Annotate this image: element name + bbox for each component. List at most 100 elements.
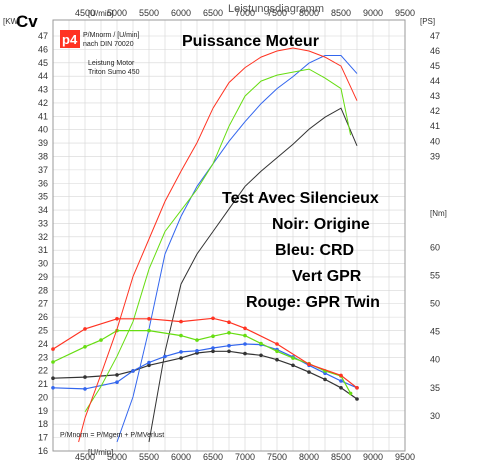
torque-point xyxy=(227,343,231,348)
x-tick-bottom: 7500 xyxy=(267,452,287,462)
annotation-2: Noir: Origine xyxy=(272,216,370,233)
x-tick-bottom: 6500 xyxy=(203,452,223,462)
torque-point xyxy=(179,333,183,338)
torque-point xyxy=(348,391,353,396)
y-tick-left: 42 xyxy=(38,98,48,108)
axis-labels: 4500 5000 5500 6000 6500 7000 7500 8000 8500 9000… xyxy=(38,8,440,462)
y-tick-ps: 45 xyxy=(430,61,440,71)
torque-point xyxy=(227,320,231,325)
y-tick-left: 33 xyxy=(38,218,48,228)
y-tick-ps: 42 xyxy=(430,106,440,116)
torque-point xyxy=(243,333,247,338)
x-tick-bottom: 5500 xyxy=(139,452,159,462)
x-tick-top: 5500 xyxy=(139,8,159,18)
torque-point xyxy=(115,380,119,385)
torque-point xyxy=(211,316,215,321)
torque-point xyxy=(83,327,87,331)
torque-point xyxy=(339,386,343,390)
y-tick-left: 24 xyxy=(38,339,48,349)
torque-point xyxy=(147,360,151,365)
torque-point xyxy=(115,373,119,377)
logo-text: p4 xyxy=(62,32,78,47)
torque-point xyxy=(355,386,359,390)
torque-point xyxy=(243,342,247,346)
x-tick-bottom: 9500 xyxy=(395,452,415,462)
subtitle-line1: Leistung Motor xyxy=(88,60,135,67)
x-tick-bottom: 5000 xyxy=(107,452,127,462)
y-tick-left: 26 xyxy=(38,312,48,322)
y-tick-left: 20 xyxy=(38,392,48,402)
torque-point xyxy=(163,354,167,359)
torque-point xyxy=(339,379,343,383)
y-tick-left: 34 xyxy=(38,205,48,215)
y-tick-left: 46 xyxy=(38,44,48,54)
torque-point xyxy=(179,350,183,354)
torque-point xyxy=(227,331,231,335)
torque-point xyxy=(243,351,247,356)
torque-point xyxy=(339,373,343,378)
annotation-1: Test Avec Silencieux xyxy=(222,190,379,207)
torque-point xyxy=(323,377,327,382)
torque-point xyxy=(211,346,215,350)
y-tick-left: 45 xyxy=(38,58,48,68)
torque-point xyxy=(259,353,263,358)
y-tick-left: 25 xyxy=(38,326,48,336)
x-tick-bottom: 8500 xyxy=(331,452,351,462)
y-tick-left: 43 xyxy=(38,85,48,95)
overlay-title: Puissance Moteur xyxy=(182,33,319,50)
y-tick-nm: 45 xyxy=(430,327,440,337)
legend-line1: P/Mnorm / [U/min] xyxy=(83,32,139,39)
y-tick-ps: 44 xyxy=(430,76,440,86)
y-tick-nm: 30 xyxy=(430,411,440,421)
x-tick-top: 5000 xyxy=(107,8,127,18)
y-tick-left: 18 xyxy=(38,419,48,429)
y-tick-left: 28 xyxy=(38,285,48,295)
y-tick-left: 27 xyxy=(38,299,48,309)
torque-point xyxy=(211,349,215,354)
torque-point xyxy=(147,363,151,368)
y-tick-nm: 50 xyxy=(430,299,440,309)
power-line-origine xyxy=(148,107,358,443)
formula: P/Mnorm = P/Mgem + P/MVerlust xyxy=(60,432,164,439)
torque-point xyxy=(51,347,55,351)
torque-point xyxy=(355,397,359,401)
series-layer xyxy=(51,47,359,443)
left-unit-label: [KW] xyxy=(3,17,20,26)
torque-point xyxy=(307,362,311,367)
x-unit-bottom: [U/min] xyxy=(88,448,113,457)
torque-point xyxy=(147,317,151,321)
y-tick-ps: 46 xyxy=(430,46,440,56)
x-tick-top: 8000 xyxy=(299,8,319,18)
y-tick-ps: 40 xyxy=(430,136,440,146)
x-tick-bottom: 7000 xyxy=(235,452,255,462)
y-tick-ps: 39 xyxy=(430,151,440,161)
power-line-gpr_twin xyxy=(78,47,358,443)
x-tick-top: 7000 xyxy=(235,8,255,18)
header-title: Leistungsdiagramm xyxy=(228,3,324,15)
y-tick-left: 23 xyxy=(38,352,48,362)
y-tick-left: 29 xyxy=(38,272,48,282)
x-tick-bottom: 9000 xyxy=(363,452,383,462)
legend-line2: nach DIN 70020 xyxy=(83,41,134,48)
y-tick-left: 41 xyxy=(38,111,48,121)
torque-point xyxy=(259,341,263,346)
y-tick-left: 17 xyxy=(38,433,48,443)
torque-point xyxy=(99,338,103,342)
right-unit-nm: [Nm] xyxy=(430,209,447,218)
y-tick-nm: 60 xyxy=(430,243,440,253)
torque-point xyxy=(195,349,199,353)
annotation-4: Vert GPR xyxy=(292,268,362,285)
series-origine xyxy=(51,107,359,443)
x-tick-top: 8500 xyxy=(331,8,351,18)
logo: p4 xyxy=(60,30,80,48)
y-tick-left: 30 xyxy=(38,259,48,269)
annotation-5: Rouge: GPR Twin xyxy=(246,294,380,311)
x-unit-top: [U/min] xyxy=(88,9,113,18)
torque-point xyxy=(131,369,135,373)
y-tick-left: 19 xyxy=(38,406,48,416)
y-tick-left: 35 xyxy=(38,192,48,202)
torque-point xyxy=(83,387,87,391)
power-line-crd xyxy=(116,55,358,443)
x-tick-top: 9000 xyxy=(363,8,383,18)
